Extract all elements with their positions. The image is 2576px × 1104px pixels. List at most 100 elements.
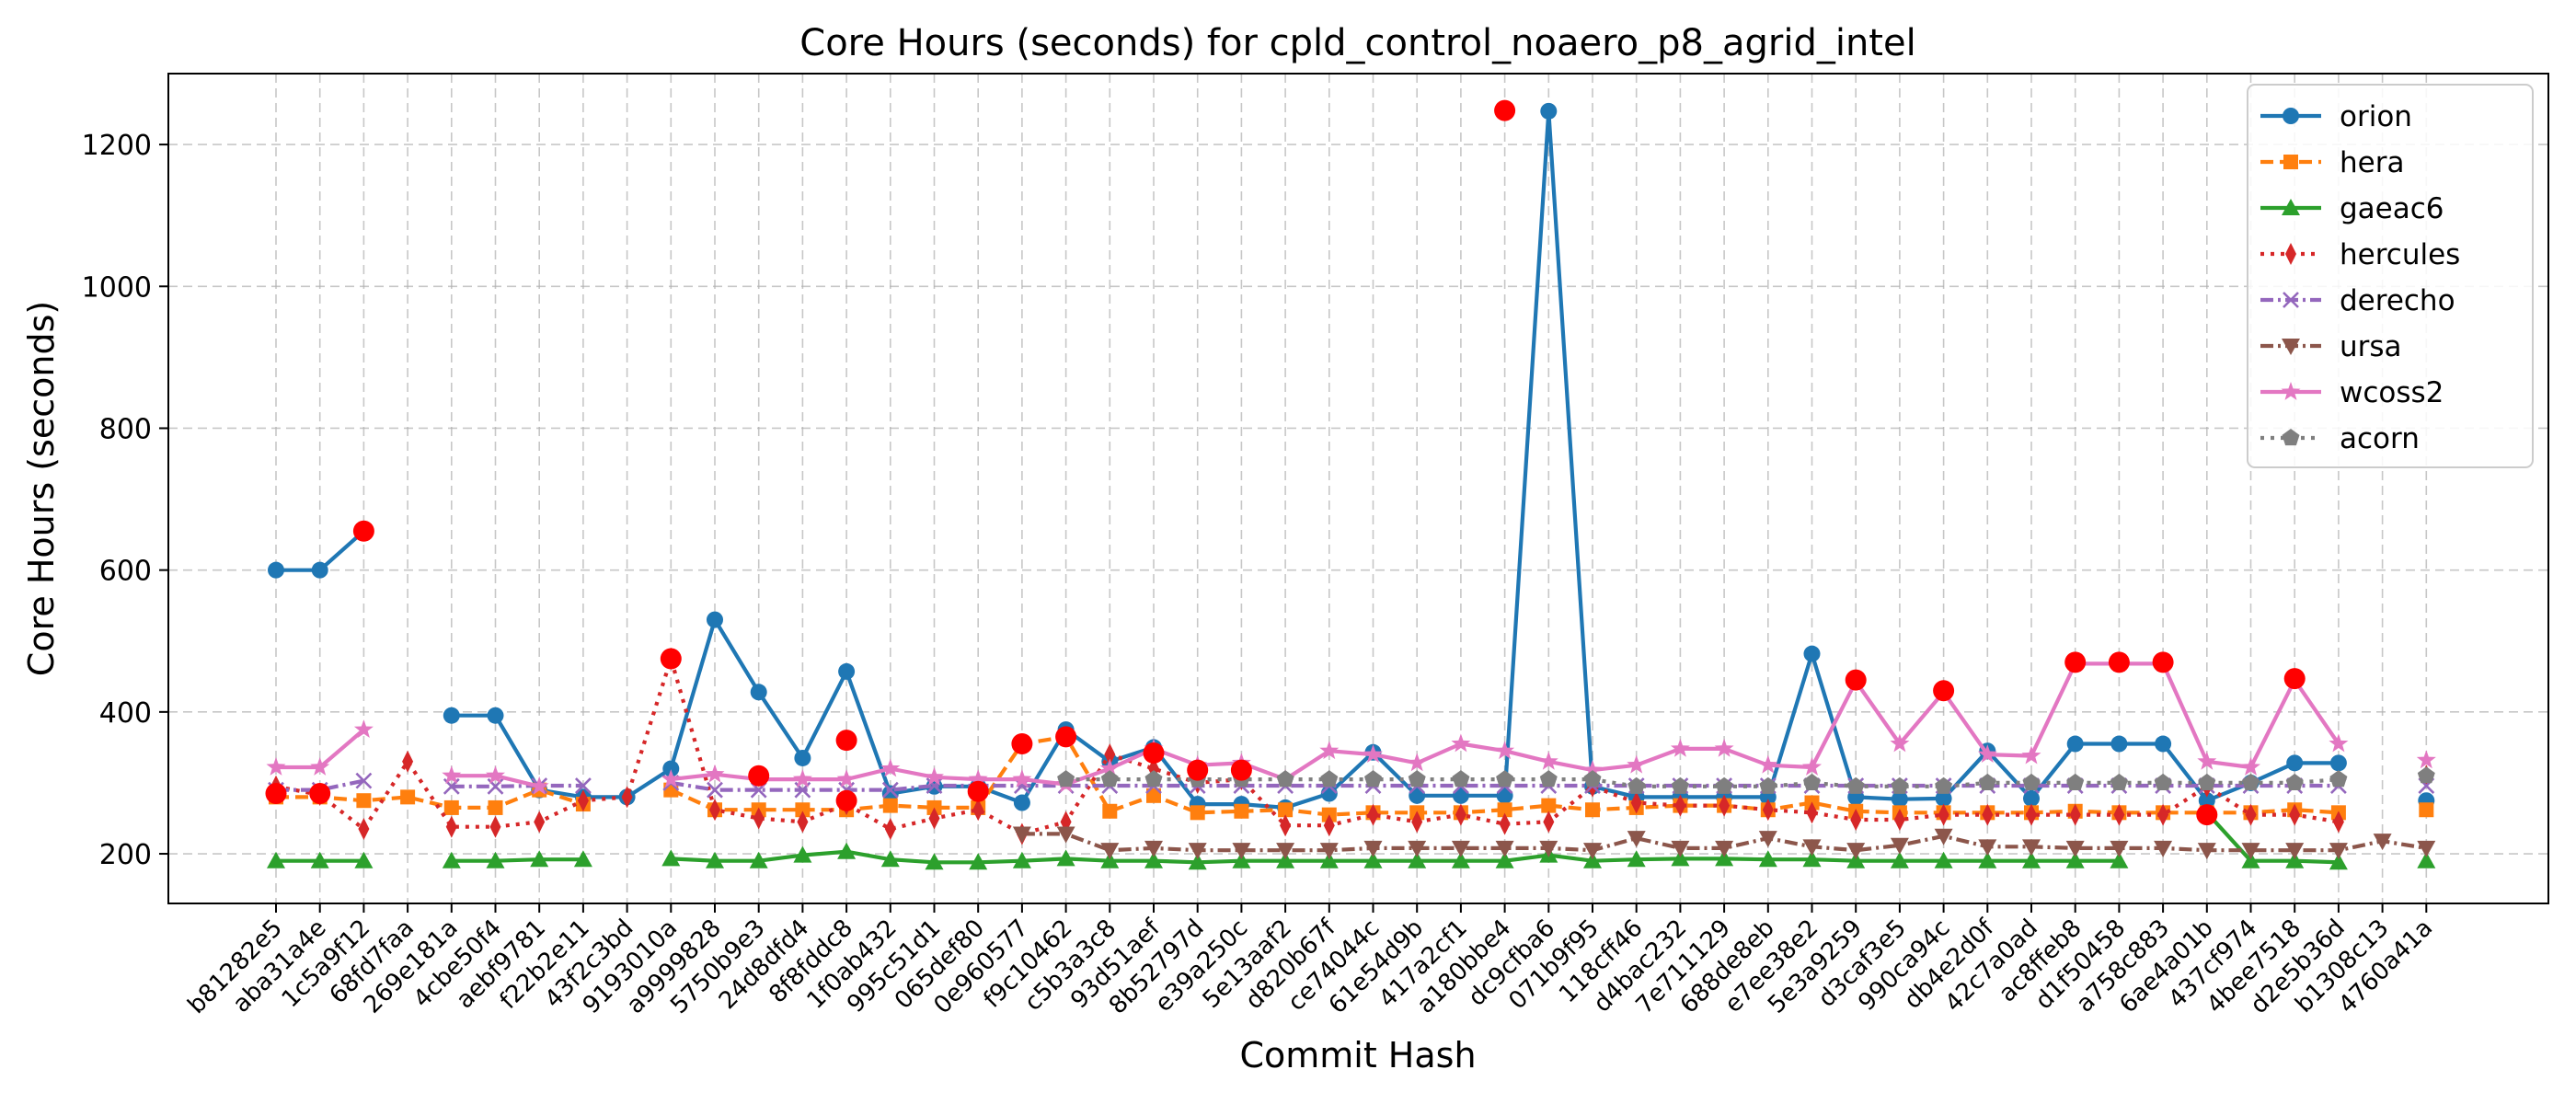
point-wcoss2 <box>1407 753 1427 772</box>
point-hercules <box>2113 803 2125 826</box>
point-ursa <box>1319 843 1339 860</box>
y-tick-label: 200 <box>99 839 152 871</box>
point-acorn <box>1759 776 1777 794</box>
point-ursa <box>1802 839 1822 857</box>
highlight-point <box>1055 726 1077 748</box>
point-wcoss2 <box>792 769 812 788</box>
legend-label-derecho: derecho <box>2340 284 2455 317</box>
point-hercules <box>1806 801 1818 824</box>
point-derecho <box>707 781 723 799</box>
point-hercules <box>1499 812 1511 835</box>
point-hera <box>1278 802 1294 818</box>
legend-label-hercules: hercules <box>2340 238 2460 271</box>
plot-frame <box>167 73 2549 904</box>
point-acorn <box>1496 770 1514 788</box>
point-hercules <box>2069 803 2081 826</box>
y-tick-label: 400 <box>99 697 152 730</box>
point-ursa <box>1363 840 1383 857</box>
point-hera <box>400 789 416 805</box>
series-ursa <box>1012 826 2436 860</box>
point-hercules <box>1674 794 1686 817</box>
highlight-point <box>835 730 857 752</box>
legend-box <box>2247 84 2534 468</box>
point-hera <box>488 799 503 815</box>
point-orion <box>1013 794 1030 811</box>
point-acorn <box>1452 770 1470 788</box>
point-gaeac6 <box>1012 851 1031 868</box>
legend-label-wcoss2: wcoss2 <box>2340 376 2444 409</box>
point-gaeac6 <box>1451 851 1470 868</box>
point-ursa <box>2197 843 2216 860</box>
highlight-point <box>1143 742 1165 765</box>
highlight-layer <box>265 99 2306 826</box>
point-hercules <box>1850 809 1862 832</box>
point-gaeac6 <box>749 851 768 868</box>
point-hercules <box>1280 814 1292 837</box>
point-wcoss2 <box>1099 758 1120 777</box>
point-ursa <box>2373 834 2392 851</box>
point-ursa <box>1539 840 1558 857</box>
grid-layer <box>168 74 2548 903</box>
point-acorn <box>1583 770 1602 788</box>
point-orion <box>2023 789 2040 807</box>
point-hera <box>795 802 811 818</box>
point-ursa <box>1934 828 1953 845</box>
point-gaeac6 <box>661 849 681 867</box>
point-acorn <box>1276 770 1294 788</box>
point-gaeac6 <box>925 853 944 870</box>
series-line-gaeac6 <box>451 857 583 863</box>
point-hercules <box>2026 803 2037 826</box>
point-acorn <box>1715 776 1733 794</box>
point-wcoss2 <box>2021 745 2041 765</box>
point-wcoss2 <box>486 765 505 785</box>
point-gaeac6 <box>354 851 374 868</box>
point-gaeac6 <box>2065 851 2085 868</box>
legend-marker-orion <box>2283 108 2299 124</box>
point-hercules <box>1893 809 1905 832</box>
point-gaeac6 <box>1188 853 1207 870</box>
point-gaeac6 <box>1671 849 1690 867</box>
point-acorn <box>1935 776 1953 794</box>
legend-label-hera: hera <box>2340 146 2404 179</box>
point-wcoss2 <box>925 766 944 786</box>
point-hera <box>1190 805 1205 821</box>
legend-marker-ursa <box>2282 339 2300 355</box>
point-hercules <box>358 818 370 841</box>
point-ursa <box>1408 840 1427 857</box>
point-ursa <box>2329 843 2348 860</box>
point-wcoss2 <box>1363 744 1383 763</box>
point-gaeac6 <box>1319 851 1339 868</box>
point-wcoss2 <box>529 776 549 795</box>
point-wcoss2 <box>2241 757 2260 776</box>
point-ursa <box>2022 839 2041 857</box>
point-gaeac6 <box>2417 851 2436 868</box>
point-hera <box>356 793 372 809</box>
point-hera <box>2419 802 2434 818</box>
point-orion <box>2198 792 2215 810</box>
point-ursa <box>1276 843 1295 860</box>
point-gaeac6 <box>1408 851 1427 868</box>
point-gaeac6 <box>1627 850 1646 868</box>
point-gaeac6 <box>1934 851 1953 868</box>
point-orion <box>2329 754 2347 772</box>
point-orion <box>1891 790 1908 808</box>
point-acorn <box>2110 773 2128 790</box>
point-derecho <box>926 777 943 794</box>
point-hera <box>1541 798 1557 813</box>
point-ursa <box>1056 826 1075 844</box>
point-acorn <box>1978 773 1996 790</box>
legend-marker-acorn <box>2282 429 2300 446</box>
y-axis-label: Core Hours (seconds) <box>21 301 62 676</box>
point-orion <box>1320 785 1338 802</box>
point-gaeac6 <box>706 851 724 868</box>
legend-label-gaeac6: gaeac6 <box>2340 192 2444 225</box>
highlight-point <box>1187 759 1209 781</box>
point-ursa <box>1890 837 1909 855</box>
series-layer <box>266 102 2436 870</box>
point-gaeac6 <box>1846 851 1866 868</box>
point-gaeac6 <box>1100 851 1120 868</box>
point-hera <box>443 799 459 815</box>
point-gaeac6 <box>1802 850 1822 868</box>
point-wcoss2 <box>353 719 374 738</box>
point-wcoss2 <box>1758 754 1778 774</box>
